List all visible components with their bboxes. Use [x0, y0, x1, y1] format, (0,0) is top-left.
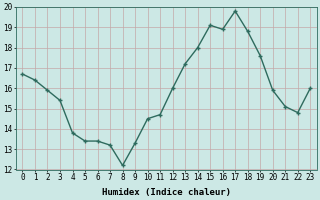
X-axis label: Humidex (Indice chaleur): Humidex (Indice chaleur)	[102, 188, 231, 197]
